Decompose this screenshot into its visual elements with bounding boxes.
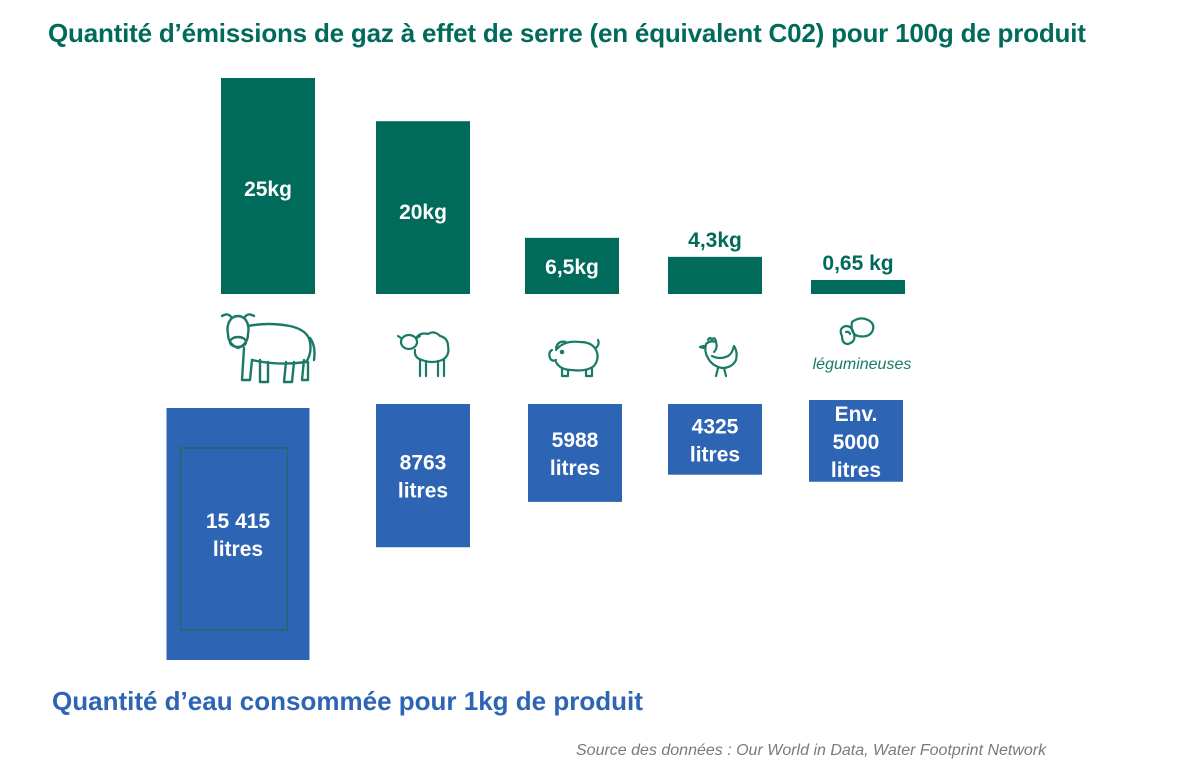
emissions-chart-title: Quantité d’émissions de gaz à effet de s… (48, 18, 1086, 48)
water-bar-cow (166, 408, 310, 660)
emission-bars: 25kg 20kg 6,5kg 4,3kg 0,65 kg (221, 78, 905, 294)
pig-icon (548, 338, 600, 378)
water-bar-légumineuses (809, 400, 903, 482)
emission-label-pig: 6,5kg (545, 256, 599, 279)
beans-caption: légumineuses (813, 356, 912, 373)
emission-label-cow: 25kg (244, 178, 292, 201)
water-label-cow: 15 415 litres (206, 510, 271, 561)
emission-bar-chicken (668, 256, 762, 294)
water-bar-chicken (668, 404, 762, 475)
emission-label-légumineuses: 0,65 kg (822, 252, 893, 275)
water-label-chicken: 4325 litres (690, 415, 740, 466)
water-bar-sheep (376, 404, 470, 548)
emission-bar-pig (525, 237, 619, 294)
emission-label-sheep: 20kg (399, 201, 447, 224)
water-chart-title: Quantité d’eau consommée pour 1kg de pro… (52, 686, 643, 716)
source-note: Source des données : Our World in Data, … (576, 742, 1047, 759)
water-label-légumineuses: Env. 5000 litres (831, 403, 881, 482)
cow-icon (220, 313, 316, 384)
water-bar-inner-frame (179, 447, 289, 631)
emission-bar-légumineuses (811, 280, 905, 294)
water-bars: 15 415 litres 8763 litres 5988 litres 4325 litr… (166, 400, 903, 660)
beans-icon (839, 317, 875, 346)
water-label-sheep: 8763 litres (398, 452, 448, 503)
water-bar-pig (528, 404, 622, 502)
emission-label-chicken: 4,3kg (688, 229, 742, 252)
sheep-icon (396, 331, 450, 378)
water-label-pig: 5988 litres (550, 429, 600, 480)
emission-bar-cow (221, 78, 315, 294)
chicken-icon (698, 336, 738, 378)
emission-bar-sheep (376, 121, 470, 294)
